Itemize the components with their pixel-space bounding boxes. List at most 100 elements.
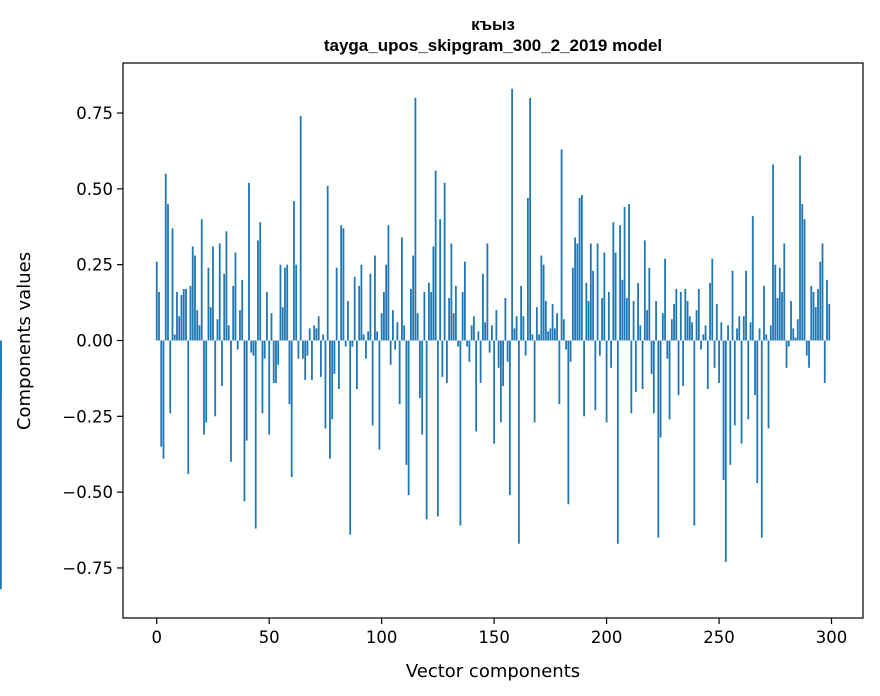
bar <box>569 340 572 362</box>
bar <box>715 304 718 341</box>
bar <box>173 334 176 341</box>
bar <box>495 310 498 341</box>
y-tick-label: 0.00 <box>76 332 113 351</box>
bar <box>198 325 201 341</box>
bar <box>230 340 232 462</box>
bar <box>682 340 684 386</box>
bar <box>776 298 779 341</box>
bar <box>414 97 417 341</box>
bar <box>821 243 824 341</box>
y-tick-label: −0.50 <box>62 483 113 502</box>
bar <box>803 219 806 341</box>
bar <box>428 282 430 341</box>
bar <box>445 340 448 383</box>
bar <box>666 340 669 359</box>
bar <box>790 301 792 341</box>
bar <box>769 325 772 341</box>
bar <box>380 313 383 341</box>
bar <box>405 340 408 465</box>
bar <box>508 340 511 496</box>
bar <box>306 340 309 356</box>
bar <box>430 291 433 341</box>
bar <box>673 304 675 341</box>
y-tick-label: −0.25 <box>62 407 113 426</box>
bar <box>488 340 491 353</box>
bar <box>747 340 750 420</box>
bar <box>171 228 174 341</box>
bar <box>745 270 747 341</box>
bar <box>351 340 354 347</box>
bar <box>243 340 246 502</box>
bar <box>331 340 334 420</box>
bar <box>826 279 828 341</box>
bar <box>704 325 707 341</box>
bar <box>342 228 345 341</box>
bar <box>275 340 277 383</box>
x-tick-label: 200 <box>591 628 623 647</box>
bar <box>497 340 500 368</box>
bar <box>513 328 516 341</box>
bar <box>571 267 574 341</box>
plot-frame <box>122 62 864 619</box>
bar <box>180 295 183 341</box>
bar <box>623 207 626 341</box>
bar <box>722 340 725 481</box>
bar <box>356 340 358 390</box>
bar <box>601 298 603 341</box>
bar <box>436 340 439 517</box>
bar <box>477 331 480 341</box>
bar <box>650 340 653 374</box>
bar <box>239 310 241 341</box>
bar <box>299 116 302 341</box>
y-tick-label: 0.25 <box>76 256 113 275</box>
bar <box>403 325 406 341</box>
bar <box>499 340 502 423</box>
x-tick-label: 300 <box>816 628 848 647</box>
bar <box>335 267 338 341</box>
bar <box>796 319 799 341</box>
bar <box>421 340 424 435</box>
bar <box>378 340 381 450</box>
bar <box>263 340 266 359</box>
bar <box>515 316 518 341</box>
bar <box>470 325 473 341</box>
bar <box>472 316 475 341</box>
bar <box>315 328 318 341</box>
bar <box>225 231 228 341</box>
bar <box>448 298 451 341</box>
bar <box>506 340 509 362</box>
bar <box>158 291 160 341</box>
bar <box>218 243 221 341</box>
bar <box>209 307 212 341</box>
bar <box>284 267 286 341</box>
bar <box>560 149 563 341</box>
bar <box>596 243 599 341</box>
y-tick-label: 0.50 <box>76 180 113 199</box>
bar <box>272 340 275 383</box>
bar <box>205 340 208 423</box>
bar <box>578 197 581 341</box>
bar <box>434 170 437 341</box>
bar <box>475 340 478 432</box>
bar <box>686 301 689 341</box>
bar <box>538 334 541 341</box>
bar <box>628 204 630 341</box>
bar <box>700 340 702 350</box>
bar <box>758 328 761 341</box>
bar <box>266 291 268 341</box>
bar <box>297 340 300 359</box>
bar <box>760 340 763 538</box>
bar <box>639 325 642 341</box>
bar <box>423 291 426 341</box>
bar <box>677 340 680 396</box>
bar <box>670 319 673 341</box>
x-tick-label: 50 <box>259 628 280 647</box>
bar <box>236 340 239 350</box>
bar <box>383 291 385 341</box>
bar <box>637 282 639 341</box>
bar <box>214 340 217 417</box>
bar <box>781 291 783 341</box>
bar <box>396 322 399 341</box>
chart-subtitle: tayga_upos_skipgram_300_2_2019 model <box>324 36 662 55</box>
bar <box>812 291 815 341</box>
